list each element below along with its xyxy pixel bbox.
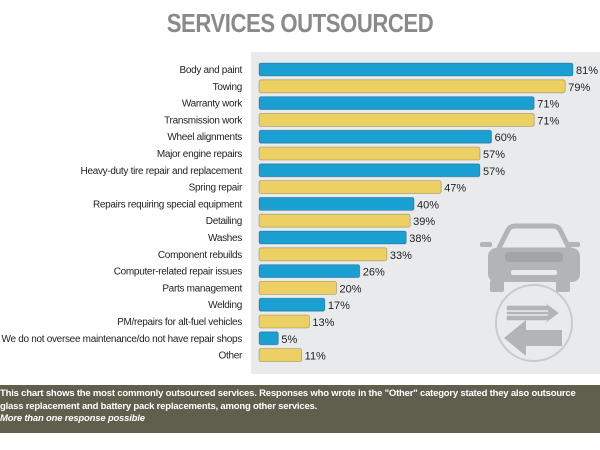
bar: [258, 247, 388, 262]
bar: [258, 264, 361, 279]
chart-title: SERVICES OUTSOURCED: [166, 8, 434, 38]
caption-line-2: glass replacement and battery pack repla…: [0, 400, 318, 412]
category-label: We do not oversee maintenance/do not hav…: [2, 334, 243, 345]
data-label: 71%: [537, 115, 559, 127]
car-icon: [480, 223, 580, 292]
category-label: Warranty work: [182, 99, 243, 110]
category-label: Computer-related repair issues: [114, 267, 243, 278]
swap-arrows-icon: [495, 284, 573, 362]
bar: [258, 62, 574, 77]
bar: [258, 213, 411, 228]
data-label: 81%: [576, 65, 598, 77]
category-label: PM/repairs for alt-fuel vehicles: [117, 317, 242, 328]
data-label: 57%: [483, 149, 505, 161]
category-label: Welding: [208, 300, 242, 311]
category-label: Component rebuilds: [158, 250, 242, 261]
bar: [258, 146, 481, 161]
category-label: Heavy-duty tire repair and replacement: [81, 166, 243, 177]
data-label: 39%: [413, 216, 435, 228]
bar: [258, 230, 407, 245]
bar: [258, 348, 303, 363]
caption-note: More than one response possible: [0, 413, 145, 424]
data-label: 11%: [305, 351, 326, 363]
category-label: Other: [218, 351, 242, 362]
bar: [258, 113, 535, 127]
data-label: 33%: [390, 250, 412, 262]
data-label: 17%: [328, 300, 350, 312]
bar: [258, 79, 566, 94]
bar: [258, 96, 535, 110]
bar-chart: Body and paint 81% Towing 79% Warranty work 7…: [2, 62, 598, 363]
chart-caption: This chart shows the most commonly outso…: [0, 385, 600, 433]
data-label: 5%: [281, 334, 297, 346]
bar: [258, 196, 415, 211]
data-label: 40%: [417, 199, 439, 211]
category-label: Transmission work: [164, 115, 243, 126]
data-label: 13%: [312, 317, 334, 329]
data-label: 26%: [363, 267, 385, 279]
data-label: 57%: [483, 166, 505, 178]
bar: [258, 331, 279, 346]
category-label: Washes: [208, 233, 242, 244]
bar: [258, 180, 442, 195]
data-label: 38%: [409, 233, 431, 245]
bar: [258, 297, 326, 312]
category-label: Spring repair: [189, 183, 243, 194]
caption-line-1: This chart shows the most commonly outso…: [0, 388, 576, 399]
category-label: Detailing: [206, 216, 242, 227]
data-label: 47%: [444, 183, 466, 195]
category-label: Body and paint: [179, 65, 242, 76]
category-label: Towing: [213, 82, 242, 93]
bar: [258, 129, 492, 144]
data-label: 60%: [495, 132, 517, 144]
category-label: Major engine repairs: [157, 149, 242, 160]
category-label: Parts management: [162, 283, 242, 294]
bar: [258, 163, 481, 178]
bar: [258, 280, 337, 295]
category-label: Repairs requiring special equipment: [93, 199, 243, 210]
data-label: 20%: [340, 283, 362, 295]
category-label: Wheel alignments: [167, 132, 242, 143]
data-label: 71%: [537, 99, 559, 111]
bar: [258, 314, 310, 329]
data-label: 79%: [568, 82, 590, 94]
